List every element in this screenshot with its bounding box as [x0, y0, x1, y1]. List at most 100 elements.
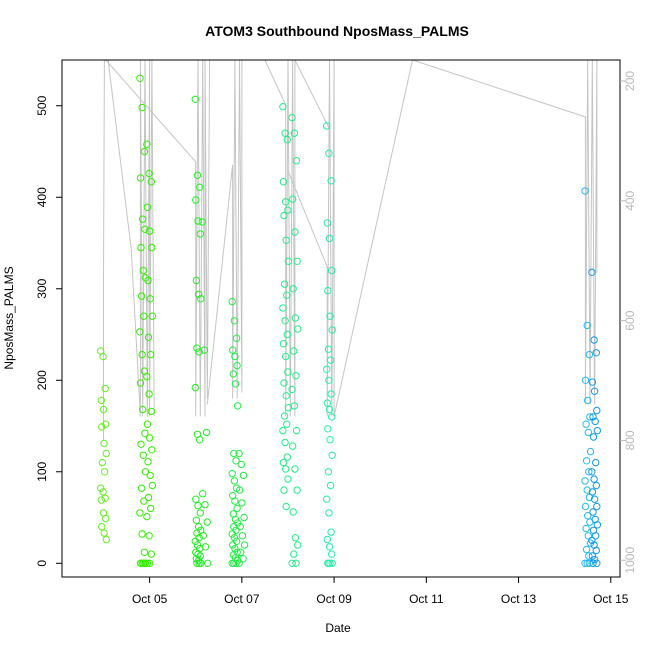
data-point [583, 486, 591, 494]
data-point [288, 113, 296, 122]
data-point [230, 317, 239, 325]
data-point [592, 481, 600, 490]
data-point [589, 559, 597, 567]
data-point [230, 534, 239, 542]
data-point [191, 383, 200, 392]
data-point [136, 74, 144, 83]
data-point [294, 541, 302, 549]
data-point [98, 458, 107, 467]
y2-tick-label: 800 [623, 430, 637, 450]
y-axis-label: NposMass_PALMS [2, 266, 16, 369]
data-point [582, 420, 590, 428]
data-point [136, 174, 145, 182]
data-point [192, 196, 200, 204]
data-point [590, 555, 599, 564]
data-point [592, 546, 600, 555]
data-point [143, 140, 151, 148]
data-point [137, 440, 145, 448]
x-axis-label: Date [325, 621, 351, 635]
data-point [198, 218, 206, 226]
data-point [582, 524, 590, 533]
data-point [323, 122, 331, 130]
data-point [281, 317, 289, 325]
data-point [238, 499, 246, 507]
chart-title: ATOM3 Southbound NposMass_PALMS [205, 23, 469, 39]
data-point [228, 297, 236, 306]
data-point [137, 243, 145, 252]
data-point [196, 509, 205, 517]
data-point [288, 385, 296, 394]
data-point [279, 178, 288, 186]
data-point [231, 352, 239, 361]
data-point [148, 312, 157, 320]
data-point [584, 428, 592, 437]
data-point [197, 295, 205, 303]
data-point [239, 555, 247, 563]
data-point [588, 552, 597, 560]
data-point [585, 468, 593, 476]
data-point [145, 169, 153, 178]
data-point [237, 548, 245, 556]
data-point [288, 559, 296, 567]
data-point [100, 529, 108, 537]
data-point [200, 346, 209, 354]
data-point [230, 477, 239, 485]
data-point [202, 428, 211, 437]
data-point [584, 396, 592, 405]
data-point [193, 559, 201, 567]
y-tick-label: 300 [35, 278, 49, 298]
data-point [327, 177, 335, 185]
data-point [281, 438, 289, 447]
data-point [147, 350, 155, 359]
data-point [283, 330, 291, 339]
data-point [280, 280, 289, 288]
data-point [581, 502, 590, 511]
data-point [328, 266, 336, 275]
data-point [586, 447, 595, 456]
data-point [97, 396, 106, 405]
data-point [99, 488, 107, 496]
y-tick-label: 400 [35, 187, 49, 207]
data-point [148, 446, 156, 454]
data-point [148, 481, 157, 490]
data-point [232, 334, 241, 342]
data-point [325, 405, 334, 414]
data-point [326, 436, 334, 444]
data-point [593, 559, 601, 567]
data-point [229, 541, 237, 549]
data-point [192, 495, 200, 503]
data-point [290, 550, 298, 558]
data-point [143, 559, 152, 567]
data-point [234, 519, 242, 527]
data-point [234, 402, 242, 410]
data-point [230, 449, 238, 458]
data-point [591, 417, 599, 426]
data-point [589, 433, 598, 441]
x-tick-label: Oct 07 [224, 592, 260, 606]
data-point [583, 559, 591, 567]
profile-lines [103, 59, 598, 441]
data-point [584, 532, 592, 540]
data-point [139, 215, 147, 223]
data-point [592, 349, 600, 357]
data-point [582, 457, 591, 465]
data-point [284, 368, 292, 376]
data-point [147, 178, 156, 186]
data-point [292, 372, 300, 380]
data-point [590, 336, 598, 344]
y2-tick-label: 400 [623, 190, 637, 210]
data-point [588, 378, 597, 386]
data-point [284, 475, 292, 483]
data-point [139, 451, 148, 459]
data-point [145, 559, 154, 567]
data-point [101, 384, 109, 393]
data-point [140, 497, 148, 505]
data-point [147, 550, 156, 558]
data-point [581, 376, 590, 384]
data-point [588, 488, 597, 496]
data-point [231, 380, 240, 388]
data-point [204, 559, 212, 567]
data-point [139, 266, 148, 275]
data-point [99, 405, 108, 414]
data-point [141, 468, 150, 476]
